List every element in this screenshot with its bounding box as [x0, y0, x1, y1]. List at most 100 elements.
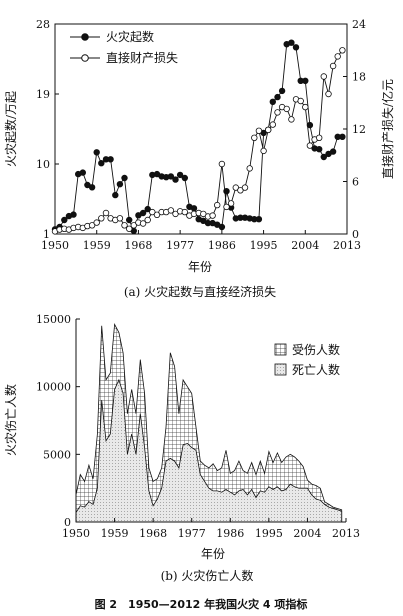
legend-item-injured: 受伤人数 — [274, 342, 340, 357]
x-axis-label-a: 年份 — [188, 260, 212, 274]
series-layer-a — [51, 39, 346, 235]
x-tick-label-a: 1977 — [166, 239, 194, 252]
x-tick-label-b: 2013 — [332, 527, 360, 540]
point-fire-count — [278, 87, 286, 95]
y-left-tick-label-a: 10 — [36, 158, 50, 171]
y-right-tick-label-a: 18 — [352, 71, 366, 84]
legend-item-property-loss: 直接财产损失 — [70, 50, 178, 65]
point-fire-count — [88, 184, 96, 191]
y-left-tick-label-a: 1 — [43, 228, 50, 241]
point-property-loss — [213, 201, 221, 209]
point-fire-count — [269, 98, 276, 105]
point-property-loss — [241, 184, 249, 191]
legend-label-fire-count: 火灾起数 — [106, 29, 154, 44]
chart-caption-b: (b) 火灾伤亡人数 — [161, 568, 254, 583]
y-axis-left-label-a: 火灾起数/万起 — [3, 91, 18, 167]
point-property-loss — [302, 103, 309, 111]
series-line-fire-count — [54, 42, 343, 233]
y-tick-label-b: 5000 — [43, 448, 71, 461]
point-fire-count — [139, 209, 147, 217]
point-property-loss — [265, 126, 272, 134]
legend-marker-filled — [81, 33, 89, 41]
x-tick-label-a: 2013 — [333, 239, 361, 252]
axes-b — [75, 319, 346, 523]
y-right-tick-label-a: 12 — [352, 123, 366, 136]
point-fire-count — [70, 211, 77, 218]
point-property-loss — [260, 147, 267, 155]
x-tick-label-b: 1977 — [178, 527, 206, 540]
point-fire-count — [306, 121, 314, 129]
point-property-loss — [251, 134, 258, 141]
point-property-loss — [283, 105, 290, 113]
point-fire-count — [339, 133, 346, 140]
legend-swatch-dotted — [274, 363, 287, 376]
point-property-loss — [98, 215, 105, 222]
point-fire-count — [121, 174, 128, 182]
point-property-loss — [339, 47, 346, 54]
legend-label-deaths: 死亡人数 — [292, 362, 340, 377]
point-property-loss — [167, 207, 175, 214]
point-fire-count — [181, 174, 188, 182]
point-fire-count — [125, 216, 133, 224]
legend-item-fire-count: 火灾起数 — [70, 29, 154, 44]
point-property-loss — [246, 165, 253, 172]
point-fire-count — [329, 148, 337, 155]
point-fire-count — [218, 223, 226, 231]
point-property-loss — [334, 53, 341, 60]
point-property-loss — [200, 210, 207, 218]
point-property-loss — [320, 73, 327, 80]
x-tick-label-a: 1950 — [41, 239, 69, 252]
y-right-tick-label-a: 6 — [352, 176, 359, 189]
point-property-loss — [255, 127, 263, 134]
y-axis-right-label-a: 直接财产损失/亿元 — [380, 79, 395, 179]
x-tick-label-b: 1959 — [101, 527, 129, 540]
point-fire-count — [144, 205, 151, 213]
point-property-loss — [153, 211, 161, 218]
point-fire-count — [107, 156, 114, 163]
axis-ticks-a: 1950 1959 1968 1977 1986 1995 2004 2013 1 10 19 28 0… — [36, 18, 366, 252]
legend-item-deaths: 死亡人数 — [274, 362, 340, 377]
point-fire-count — [167, 173, 175, 180]
legend-b: 受伤人数 死亡人数 — [274, 342, 340, 377]
point-property-loss — [88, 222, 96, 229]
point-property-loss — [329, 62, 337, 70]
point-fire-count — [316, 145, 323, 153]
point-fire-count — [61, 216, 68, 224]
point-fire-count — [320, 153, 327, 161]
y-axis-label-b: 火灾伤亡人数 — [3, 384, 18, 456]
point-property-loss — [325, 90, 332, 98]
legend-a: 火灾起数 直接财产损失 — [70, 29, 178, 65]
y-right-tick-label-a: 24 — [352, 18, 366, 31]
point-fire-count — [255, 215, 263, 223]
point-property-loss — [306, 142, 314, 149]
point-fire-count — [93, 149, 100, 156]
y-tick-label-b: 0 — [64, 516, 71, 529]
axis-ticks-b: 1950 1959 1968 1977 1986 1995 2004 2013 0 5000 100… — [36, 313, 360, 540]
y-tick-label-b: 15000 — [36, 313, 71, 326]
point-fire-count — [176, 171, 184, 179]
point-property-loss — [237, 187, 244, 194]
point-fire-count — [172, 176, 179, 183]
point-property-loss — [93, 219, 100, 226]
point-property-loss — [149, 208, 156, 216]
point-property-loss — [181, 208, 188, 216]
x-tick-label-a: 2004 — [291, 239, 319, 252]
plot-frame-a — [54, 23, 348, 235]
point-fire-count — [98, 159, 105, 167]
x-tick-label-b: 1968 — [139, 527, 167, 540]
chart-caption-a: (a) 火灾起数与直接经济损失 — [124, 284, 276, 299]
y-left-tick-label-a: 28 — [36, 18, 50, 31]
point-property-loss — [223, 203, 230, 211]
x-tick-label-a: 1986 — [208, 239, 236, 252]
x-tick-label-a: 1995 — [250, 239, 278, 252]
point-property-loss — [102, 209, 110, 217]
legend-marker-open — [81, 54, 89, 62]
point-property-loss — [139, 220, 147, 227]
point-fire-count — [79, 169, 86, 176]
point-property-loss — [269, 121, 276, 128]
legend-label-property-loss: 直接财产损失 — [106, 50, 178, 65]
x-tick-label-a: 1968 — [124, 239, 152, 252]
point-fire-count — [190, 205, 198, 212]
point-property-loss — [116, 215, 124, 222]
